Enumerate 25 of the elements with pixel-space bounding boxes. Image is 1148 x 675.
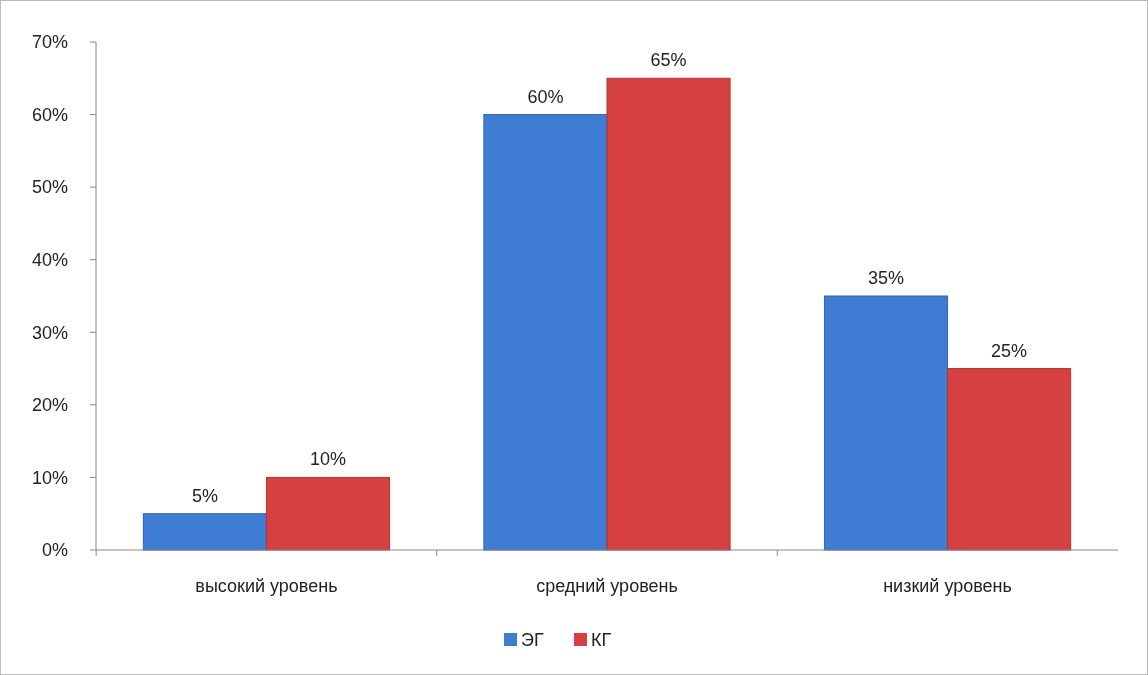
y-tick-label: 10% bbox=[31, 467, 68, 488]
data-label: 5% bbox=[191, 485, 218, 506]
y-tick-label: 0% bbox=[41, 540, 68, 561]
data-label: 10% bbox=[309, 449, 347, 470]
legend-label: КГ bbox=[591, 630, 612, 651]
bar bbox=[265, 476, 391, 551]
x-tick-label: высокий уровень bbox=[195, 576, 338, 596]
bar bbox=[947, 368, 1072, 551]
y-tick-label: 50% bbox=[31, 177, 68, 198]
bar bbox=[142, 513, 267, 551]
data-label: 35% bbox=[867, 268, 905, 288]
legend-label: ЭГ bbox=[521, 630, 544, 651]
bar bbox=[483, 114, 608, 551]
x-tick-label: средний уровень bbox=[536, 576, 678, 596]
y-tick-label: 60% bbox=[31, 104, 68, 125]
x-tick-label: низкий уровень bbox=[883, 576, 1012, 596]
bar bbox=[606, 77, 731, 551]
data-label: 25% bbox=[991, 340, 1028, 361]
y-tick-label: 40% bbox=[31, 250, 68, 271]
data-label: 65% bbox=[650, 50, 687, 71]
y-tick-label: 20% bbox=[31, 395, 68, 416]
y-tick-label: 30% bbox=[31, 322, 68, 343]
bar bbox=[823, 295, 949, 551]
y-tick-label: 70% bbox=[31, 32, 68, 53]
data-label: 60% bbox=[527, 86, 564, 107]
